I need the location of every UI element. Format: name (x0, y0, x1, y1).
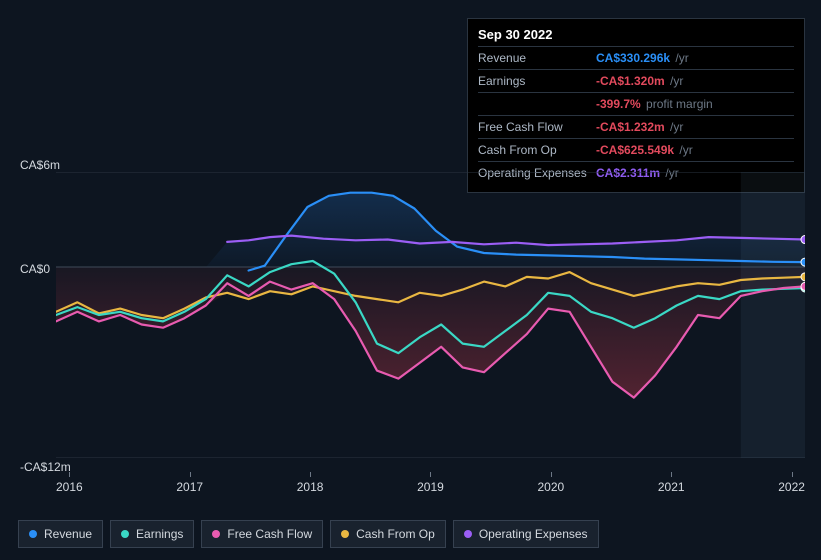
legend-swatch (29, 530, 37, 538)
tooltip-value: -399.7% (596, 97, 641, 111)
legend-item[interactable]: Revenue (18, 520, 103, 548)
tooltip-row: Free Cash Flow-CA$1.232m /yr (478, 115, 794, 138)
legend-item[interactable]: Cash From Op (330, 520, 446, 548)
tooltip-row: -399.7% profit margin (478, 92, 794, 115)
legend-item[interactable]: Earnings (110, 520, 194, 548)
legend-label: Cash From Op (356, 527, 435, 541)
tooltip-label: Revenue (478, 51, 596, 65)
y-axis-label-top: CA$6m (20, 158, 60, 172)
x-tick: 2016 (56, 480, 83, 500)
legend-label: Free Cash Flow (227, 527, 312, 541)
legend-label: Earnings (136, 527, 183, 541)
legend-swatch (464, 530, 472, 538)
chart-legend: Revenue Earnings Free Cash Flow Cash From O… (18, 520, 599, 548)
tooltip-suffix: /yr (676, 143, 693, 157)
tooltip-value: -CA$1.232m (596, 120, 665, 134)
x-tick: 2020 (538, 480, 565, 500)
tooltip-value: -CA$1.320m (596, 74, 665, 88)
tooltip-row: Cash From Op-CA$625.549k /yr (478, 138, 794, 161)
series-end-marker (801, 258, 805, 266)
tooltip-label: Cash From Op (478, 143, 596, 157)
tooltip-suffix: /yr (667, 74, 684, 88)
tooltip-date: Sep 30 2022 (478, 27, 794, 46)
tooltip-value: -CA$625.549k (596, 143, 674, 157)
legend-item[interactable]: Free Cash Flow (201, 520, 323, 548)
series-end-marker (801, 236, 805, 244)
y-axis-label-zero: CA$0 (20, 262, 50, 276)
legend-swatch (341, 530, 349, 538)
series-end-marker (801, 282, 805, 290)
x-tick: 2017 (176, 480, 203, 500)
tooltip-suffix: /yr (672, 51, 689, 65)
tooltip-suffix: profit margin (643, 97, 713, 111)
x-axis: 2016 2017 2018 2019 2020 2021 2022 (56, 480, 805, 500)
tooltip-value: CA$330.296k (596, 51, 670, 65)
tooltip-label: Earnings (478, 74, 596, 88)
x-tick: 2019 (417, 480, 444, 500)
chart-plot[interactable] (56, 172, 805, 458)
legend-label: Operating Expenses (479, 527, 588, 541)
tooltip-label (478, 97, 596, 111)
legend-item[interactable]: Operating Expenses (453, 520, 599, 548)
tooltip-label: Free Cash Flow (478, 120, 596, 134)
legend-swatch (212, 530, 220, 538)
legend-label: Revenue (44, 527, 92, 541)
x-tick: 2022 (778, 480, 805, 500)
x-tick: 2021 (658, 480, 685, 500)
y-axis-label-bottom: -CA$12m (20, 460, 71, 474)
legend-swatch (121, 530, 129, 538)
tooltip-row: RevenueCA$330.296k /yr (478, 46, 794, 69)
chart-area: CA$6m CA$0 -CA$12m (18, 160, 805, 480)
series-end-marker (801, 273, 805, 281)
tooltip-suffix: /yr (667, 120, 684, 134)
tooltip-row: Earnings-CA$1.320m /yr (478, 69, 794, 92)
x-tick: 2018 (297, 480, 324, 500)
